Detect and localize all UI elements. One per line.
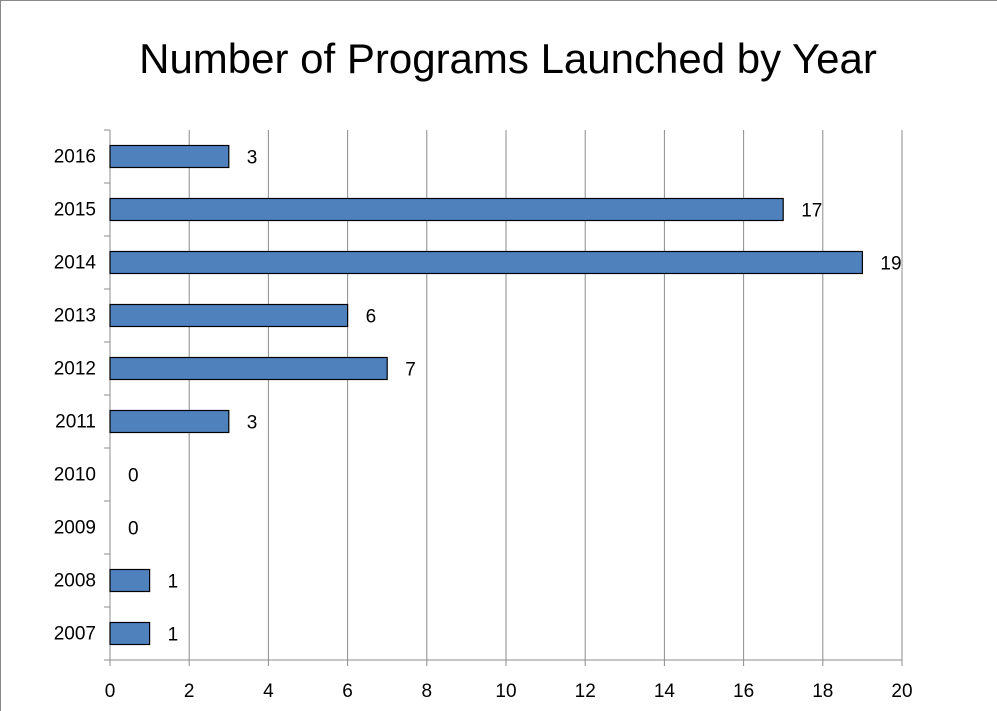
- y-tick-label: 2013: [54, 306, 96, 327]
- bar: [109, 409, 230, 434]
- y-tick-label: 2014: [54, 253, 97, 274]
- data-label: 7: [405, 360, 416, 381]
- data-label: 3: [247, 148, 258, 169]
- data-label: 17: [801, 201, 822, 222]
- x-tick-label: 8: [422, 681, 433, 702]
- x-tick-label: 16: [733, 681, 754, 702]
- data-label: 3: [247, 413, 258, 434]
- y-tick-label: 2011: [55, 412, 96, 433]
- chart-title: Number of Programs Launched by Year: [139, 35, 877, 82]
- y-tick-label: 2010: [54, 465, 96, 486]
- x-tick-label: 6: [342, 681, 353, 702]
- bar: [109, 144, 230, 169]
- x-tick-label: 14: [654, 681, 676, 702]
- y-tick-label: 2015: [54, 200, 96, 221]
- y-tick-label: 2007: [54, 624, 96, 645]
- data-label: 1: [168, 572, 179, 593]
- bar: [109, 621, 151, 646]
- data-label: 1: [168, 625, 179, 646]
- data-label: 0: [128, 519, 139, 540]
- bar: [109, 303, 349, 328]
- bar: [109, 197, 784, 222]
- x-tick-label: 2: [184, 681, 195, 702]
- x-tick-label: 10: [495, 681, 516, 702]
- data-label: 6: [366, 307, 377, 328]
- y-tick-label: 2009: [54, 518, 96, 539]
- data-label: 0: [128, 466, 139, 487]
- data-label: 19: [880, 254, 901, 275]
- bar: [109, 356, 388, 381]
- x-tick-label: 18: [812, 681, 833, 702]
- x-tick-label: 4: [263, 681, 274, 702]
- x-tick-label: 12: [575, 681, 596, 702]
- bar: [109, 250, 864, 275]
- y-tick-label: 2008: [54, 571, 96, 592]
- y-tick-label: 2016: [54, 147, 96, 168]
- x-tick-label: 0: [105, 681, 116, 702]
- y-tick-label: 2012: [54, 359, 96, 380]
- bar: [109, 568, 151, 593]
- x-tick-label: 20: [891, 681, 912, 702]
